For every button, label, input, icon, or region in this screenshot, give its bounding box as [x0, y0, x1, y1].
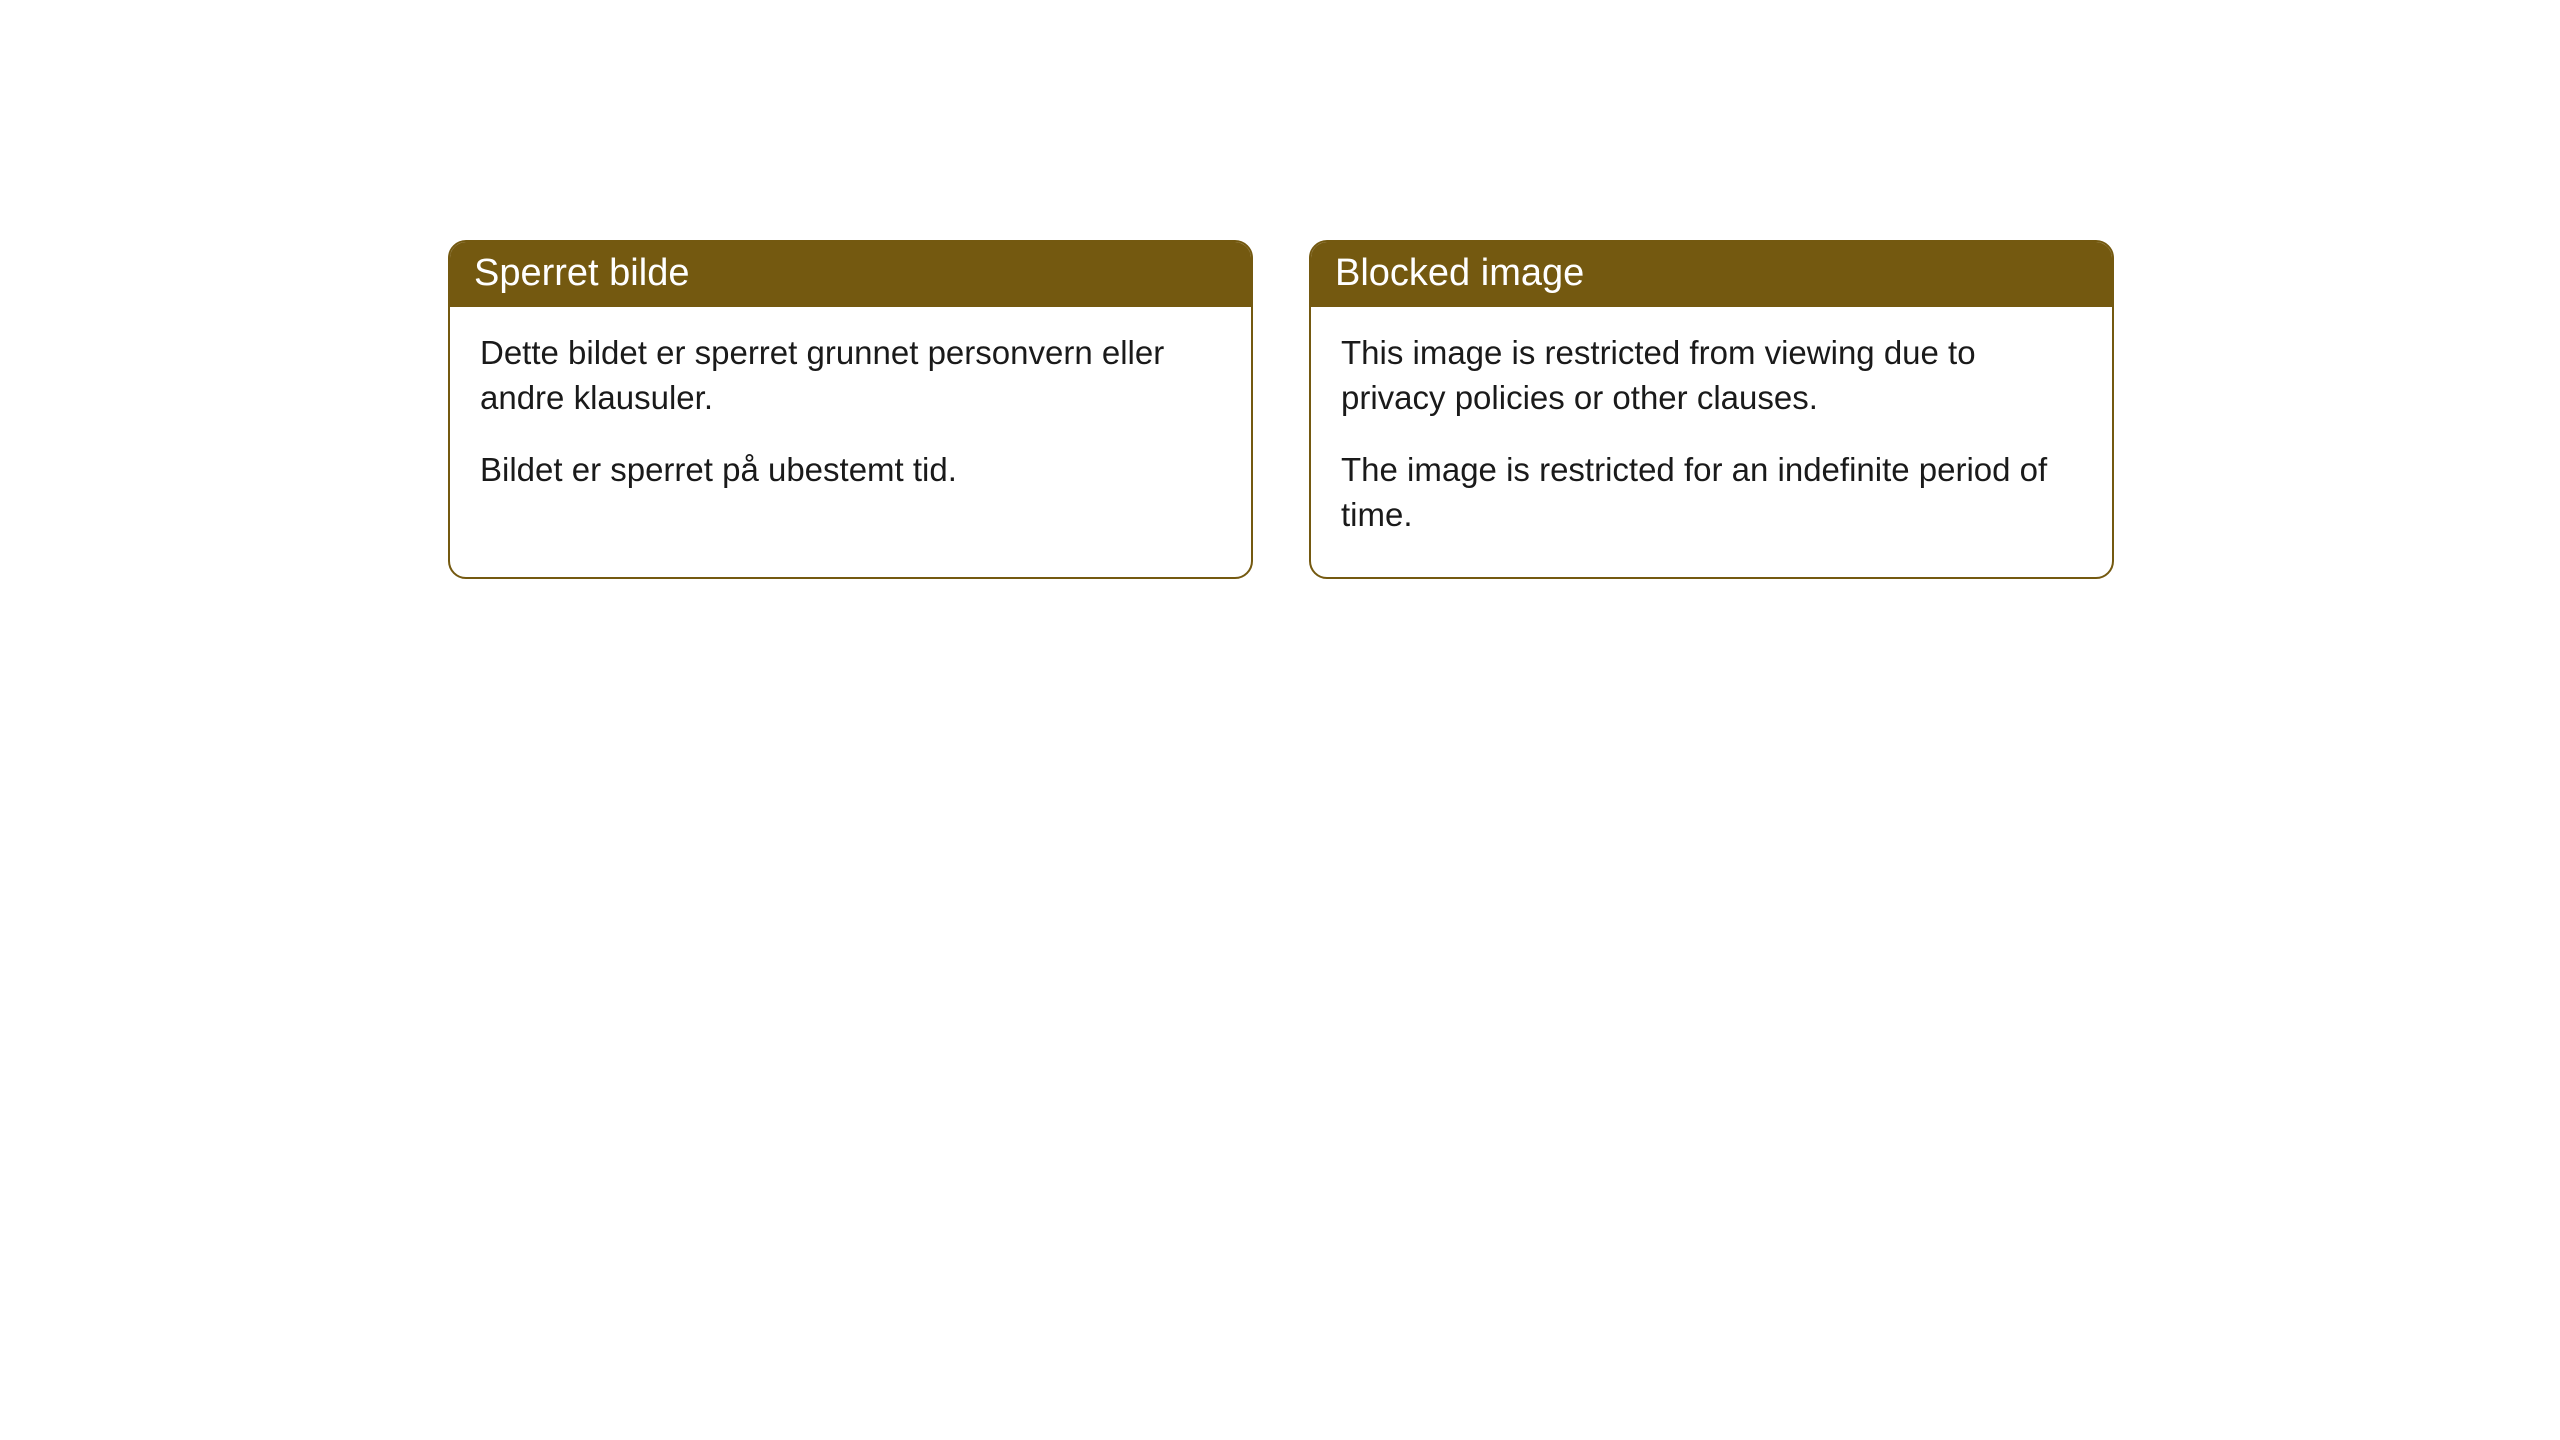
notice-card-english: Blocked image This image is restricted f…: [1309, 240, 2114, 579]
card-header: Blocked image: [1311, 242, 2112, 307]
card-body: This image is restricted from viewing du…: [1311, 307, 2112, 577]
card-header: Sperret bilde: [450, 242, 1251, 307]
card-title: Sperret bilde: [474, 252, 689, 294]
card-paragraph: Bildet er sperret på ubestemt tid.: [480, 448, 1221, 493]
notice-cards-container: Sperret bilde Dette bildet er sperret gr…: [0, 0, 2560, 579]
card-paragraph: Dette bildet er sperret grunnet personve…: [480, 331, 1221, 420]
card-title: Blocked image: [1335, 252, 1584, 294]
card-paragraph: The image is restricted for an indefinit…: [1341, 448, 2082, 537]
notice-card-norwegian: Sperret bilde Dette bildet er sperret gr…: [448, 240, 1253, 579]
card-paragraph: This image is restricted from viewing du…: [1341, 331, 2082, 420]
card-body: Dette bildet er sperret grunnet personve…: [450, 307, 1251, 533]
